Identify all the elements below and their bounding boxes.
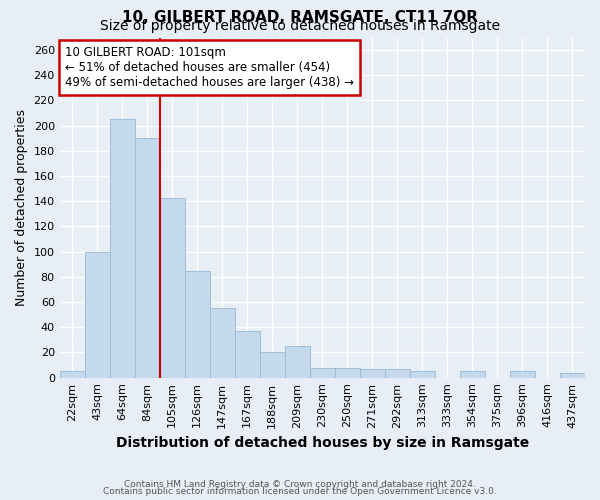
Text: 10, GILBERT ROAD, RAMSGATE, CT11 7QR: 10, GILBERT ROAD, RAMSGATE, CT11 7QR — [122, 10, 478, 25]
Text: 10 GILBERT ROAD: 101sqm
← 51% of detached houses are smaller (454)
49% of semi-d: 10 GILBERT ROAD: 101sqm ← 51% of detache… — [65, 46, 354, 89]
Bar — [360, 369, 385, 378]
Bar — [335, 368, 360, 378]
Bar — [110, 120, 135, 378]
Bar — [285, 346, 310, 378]
Text: Contains HM Land Registry data © Crown copyright and database right 2024.: Contains HM Land Registry data © Crown c… — [124, 480, 476, 489]
Bar — [235, 331, 260, 378]
Bar — [185, 270, 210, 378]
Bar — [510, 372, 535, 378]
Bar — [210, 308, 235, 378]
Text: Contains public sector information licensed under the Open Government Licence v3: Contains public sector information licen… — [103, 487, 497, 496]
Bar — [385, 369, 410, 378]
Bar — [160, 198, 185, 378]
Y-axis label: Number of detached properties: Number of detached properties — [15, 109, 28, 306]
Bar — [135, 138, 160, 378]
Bar — [410, 372, 435, 378]
Text: Size of property relative to detached houses in Ramsgate: Size of property relative to detached ho… — [100, 19, 500, 33]
Bar — [310, 368, 335, 378]
Bar — [260, 352, 285, 378]
X-axis label: Distribution of detached houses by size in Ramsgate: Distribution of detached houses by size … — [116, 436, 529, 450]
Bar — [560, 372, 585, 378]
Bar — [460, 372, 485, 378]
Bar — [59, 372, 85, 378]
Bar — [85, 252, 110, 378]
